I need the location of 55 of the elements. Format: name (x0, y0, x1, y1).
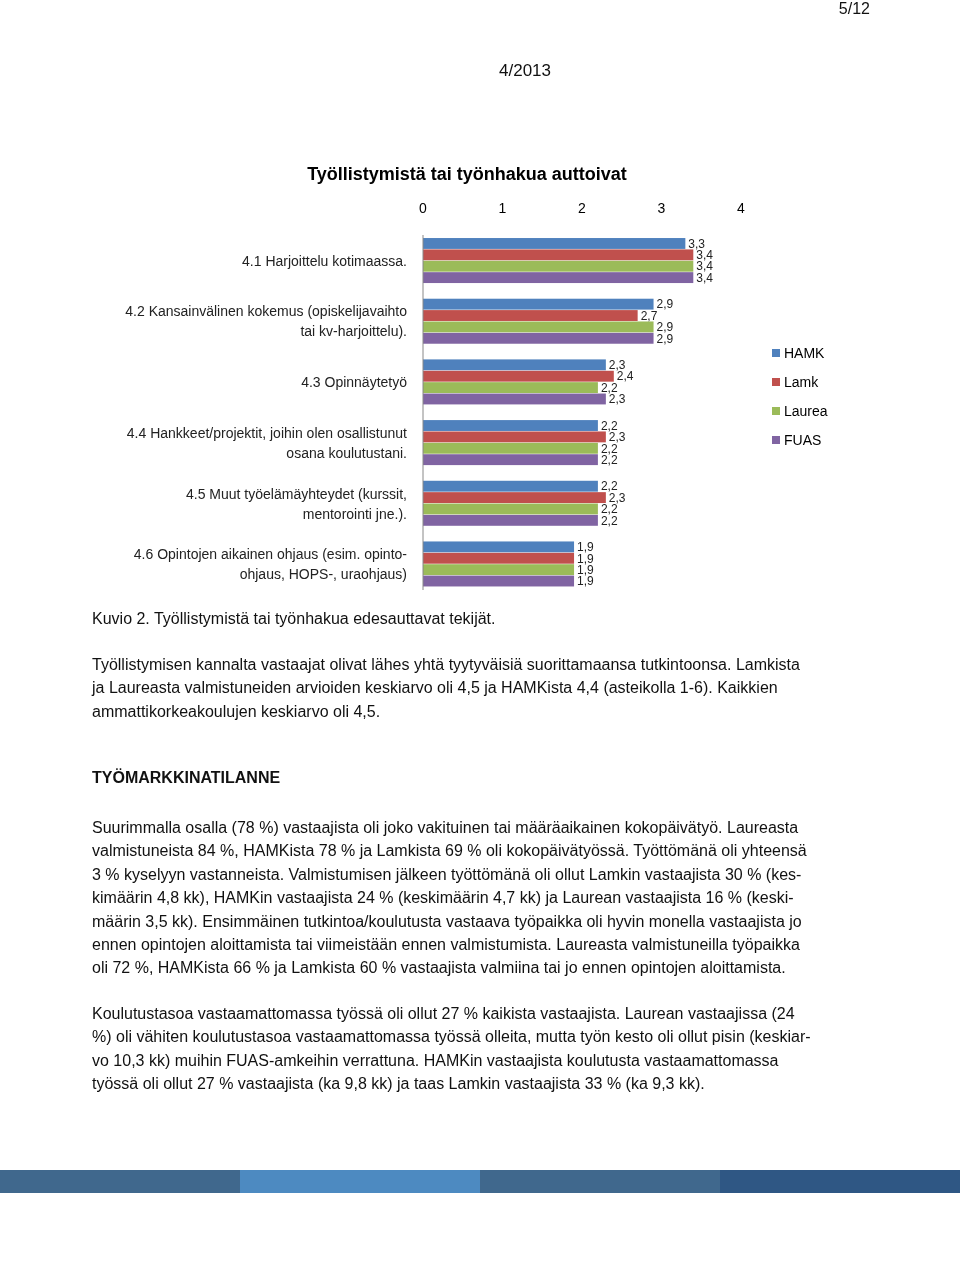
y-tick-label: 4.5 Muut työelämäyhteydet (kurssit, mentorointi jne.). (186, 485, 407, 522)
chart-title: Työllistymistä tai työnhakua auttoivat (307, 164, 627, 184)
text: Työllistymisen kannalta vastaajat olivat lähes yhtä tyytyväisiä suorittamaansa tutkintoonsa. Lamkista ja Laureasta valmistuneiden arvioiden keskiarvo oli 4,5 ja HAMKista 4,4 (asteikolla 1-6). Kaikkien ammattikorkeakoulujen keskiarvo oli 4,5. (91, 656, 800, 720)
x-tick-label: 1 (498, 200, 507, 216)
y-tick-label: 4.4 Hankkeet/projektit, joihin olen osallistunut osana koulutustani. (126, 424, 408, 461)
y-tick-label: 4.6 Opintojen aikainen ohjaus (esim. opinto- ohjaus, HOPS-, uraohjaus) (133, 546, 408, 583)
bar (423, 541, 575, 553)
data-label: 2,2 (600, 380, 618, 395)
bar (423, 298, 654, 310)
data-label: 3,3 (688, 236, 706, 251)
data-label: 2,7 (640, 308, 658, 323)
bar (423, 492, 606, 504)
bar (423, 370, 614, 382)
bar (423, 321, 654, 333)
legend-label: HAMK (784, 345, 826, 361)
x-tick-label: 4 (737, 200, 746, 216)
bar (423, 480, 598, 492)
bar (423, 552, 575, 564)
bar (423, 382, 598, 394)
data-label: 1,9 (577, 574, 595, 589)
bar (423, 564, 575, 576)
bar (423, 420, 598, 431)
bar (423, 503, 598, 515)
y-tick-label: 4.3 Opinnäytetyö (301, 374, 408, 391)
bar (423, 260, 694, 272)
x-tick-label: 2 (578, 200, 587, 216)
x-tick-label: 0 (419, 200, 428, 216)
legend-label: Laurea (784, 403, 828, 419)
text: 4/2013 (499, 61, 551, 80)
bar (423, 249, 694, 261)
bar (423, 359, 606, 371)
text: Kuvio 2. Työllistymistä tai työnhakua edesauttavat tekijät. (92, 610, 496, 627)
data-label: 2,3 (608, 392, 626, 407)
bar (423, 431, 606, 443)
y-tick-label: 4.1 Harjoittelu kotimaassa. (242, 252, 407, 269)
bar (423, 575, 575, 587)
y-tick-label: 4.2 Kansainvälinen kokemus (opiskelijavaihto tai kv-harjoittelu). (125, 303, 408, 340)
data-label: 2,2 (600, 418, 618, 433)
bar (423, 332, 654, 344)
bar (423, 272, 694, 284)
text: 5/12 (838, 0, 871, 17)
bar (423, 393, 606, 405)
bar (423, 442, 598, 454)
data-label: 2,9 (656, 320, 674, 335)
data-label: 2,9 (656, 297, 674, 312)
legend-label: FUAS (784, 432, 822, 448)
legend-label: Lamk (784, 374, 820, 390)
text: Suurimmalla osalla (78 %) vastaajista oli joko vakituinen tai määräaikainen kokopäivätyö. Laureasta valmistuneista 84 %, HAMKista 78 % ja Lamkista 69 % oli kokopäivätyössä. Työttömänä oli yhteensä 3 % kyselyyn vastanneista. Valmistumisen jälkeen työttömänä oli ollut Lamkin vastaajista 30 % (kes- kimäärin 4,8 kk), HAMKin vastaajista 24 % (keskimäärin 4,7 kk) ja Laurean vastaajista 16 % (keski- määrin 3,5 kk). Ensimmäinen tutkintoa/koulutusta vastaava työpaikka oli hyvin monella vastaajista jo ennen opintojen aloittamista tai viimeistään ennen valmistumista. Laureasta valmistuneilla työpaikka oli 72 %, HAMKista 66 % ja Lamkista 60 % vastaajista valmiina tai jo ennen opintojen aloittamista. (92, 819, 807, 977)
x-tick-label: 3 (657, 200, 666, 216)
bar (423, 238, 686, 249)
bar (423, 454, 598, 466)
bar (423, 310, 638, 321)
text: TYÖMARKKINATILANNE (92, 768, 281, 786)
bar (423, 514, 598, 526)
text: Koulutustasoa vastaamattomassa työssä oli ollut 27 % kaikista vastaajista. Laurean vastaajissa (24 %) oli vähiten koulutustasoa vastaamattomassa työssä olleita, mutta työn kesto oli ollut pisin (keskiar- vo 10,3 kk) muihin FUAS-amkeihin verrattuna. HAMKin vastaajista koulutusta vastaamattomassa työssä oli ollut 27 % vastaajista (ka 9,8 kk) ja taas Lamkin vastaajista 33 % (ka 9,3 kk). (92, 1005, 811, 1093)
